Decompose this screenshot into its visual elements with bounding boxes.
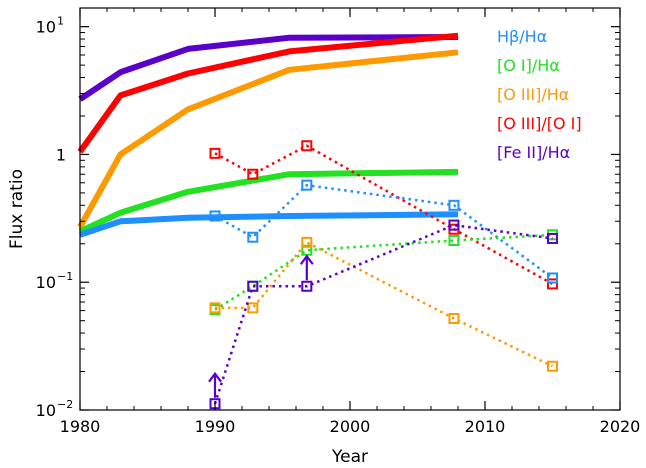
data-point-h-h	[247, 231, 259, 243]
x-axis-label: Year	[331, 447, 368, 467]
observed-series	[209, 140, 558, 410]
x-tick-label: 1990	[195, 417, 236, 436]
data-point-h-h	[301, 179, 313, 191]
data-point-o-iii-o-i	[301, 140, 313, 152]
data-point-o-iii-o-i	[247, 168, 259, 180]
y-axis-label: Flux ratio	[7, 169, 27, 249]
observed-line-o-iii-o-i	[214, 144, 554, 285]
model-line-h-h	[79, 211, 459, 238]
data-point-o-i-h	[448, 235, 460, 247]
y-tick-label: 10	[36, 401, 56, 420]
model-line-fe-ii-h	[78, 34, 459, 102]
model-line-o-i-h	[78, 168, 459, 235]
legend-entry-o-iii-o-i: [O III]/[O I]	[497, 114, 582, 133]
y-tick-exponent: −1	[57, 270, 73, 283]
data-point-o-iii-h	[247, 302, 259, 314]
data-point-h-h	[448, 199, 460, 211]
data-point-fe-ii-h	[301, 280, 313, 292]
data-point-fe-ii-h	[448, 219, 460, 231]
data-point-o-iii-h	[448, 313, 460, 325]
x-tick-label: 1980	[60, 417, 101, 436]
lower-limit-arrow	[299, 254, 314, 281]
x-tick-label: 2010	[465, 417, 506, 436]
y-tick-label: 1	[56, 145, 66, 164]
y-tick-label: 10	[36, 273, 56, 292]
data-point-o-iii-o-i	[547, 278, 558, 290]
observed-line-o-iii-h	[215, 240, 554, 368]
y-tick-exponent: 1	[57, 15, 64, 28]
data-point-o-iii-h	[547, 360, 558, 372]
lower-limit-arrow	[208, 371, 222, 398]
model-line-o-iii-h	[77, 49, 459, 229]
model-lines	[77, 32, 459, 238]
legend-entry-fe-ii-h: [Fe II]/Hα	[497, 143, 570, 162]
data-point-fe-ii-h	[547, 232, 558, 244]
y-tick-label: 10	[36, 18, 56, 37]
observed-line-fe-ii-h	[213, 223, 553, 405]
legend-entry-o-i-h: [O I]/Hα	[497, 56, 560, 75]
data-point-fe-ii-h	[247, 280, 259, 292]
data-point-o-iii-o-i	[209, 147, 221, 159]
data-point-h-h	[209, 210, 221, 222]
data-point-o-iii-h	[209, 302, 221, 314]
legend: Hβ/Hα [O I]/Hα [O III]/Hα [O III]/[O I] [Fe …	[497, 27, 582, 162]
legend-entry-h-h: Hβ/Hα	[497, 27, 547, 46]
data-point-o-iii-h	[301, 236, 313, 248]
legend-entry-o-iii-h: [O III]/Hα	[497, 85, 569, 104]
data-point-h-h	[547, 272, 558, 284]
x-tick-label: 2000	[330, 417, 371, 436]
model-line-o-iii-o-i	[77, 32, 459, 154]
x-tick-label: 2020	[600, 417, 641, 436]
y-tick-exponent: −2	[57, 398, 73, 411]
observed-line-o-i-h	[214, 233, 553, 311]
observed-line-h-h	[214, 183, 554, 280]
lower-limit-arrows	[208, 254, 314, 398]
